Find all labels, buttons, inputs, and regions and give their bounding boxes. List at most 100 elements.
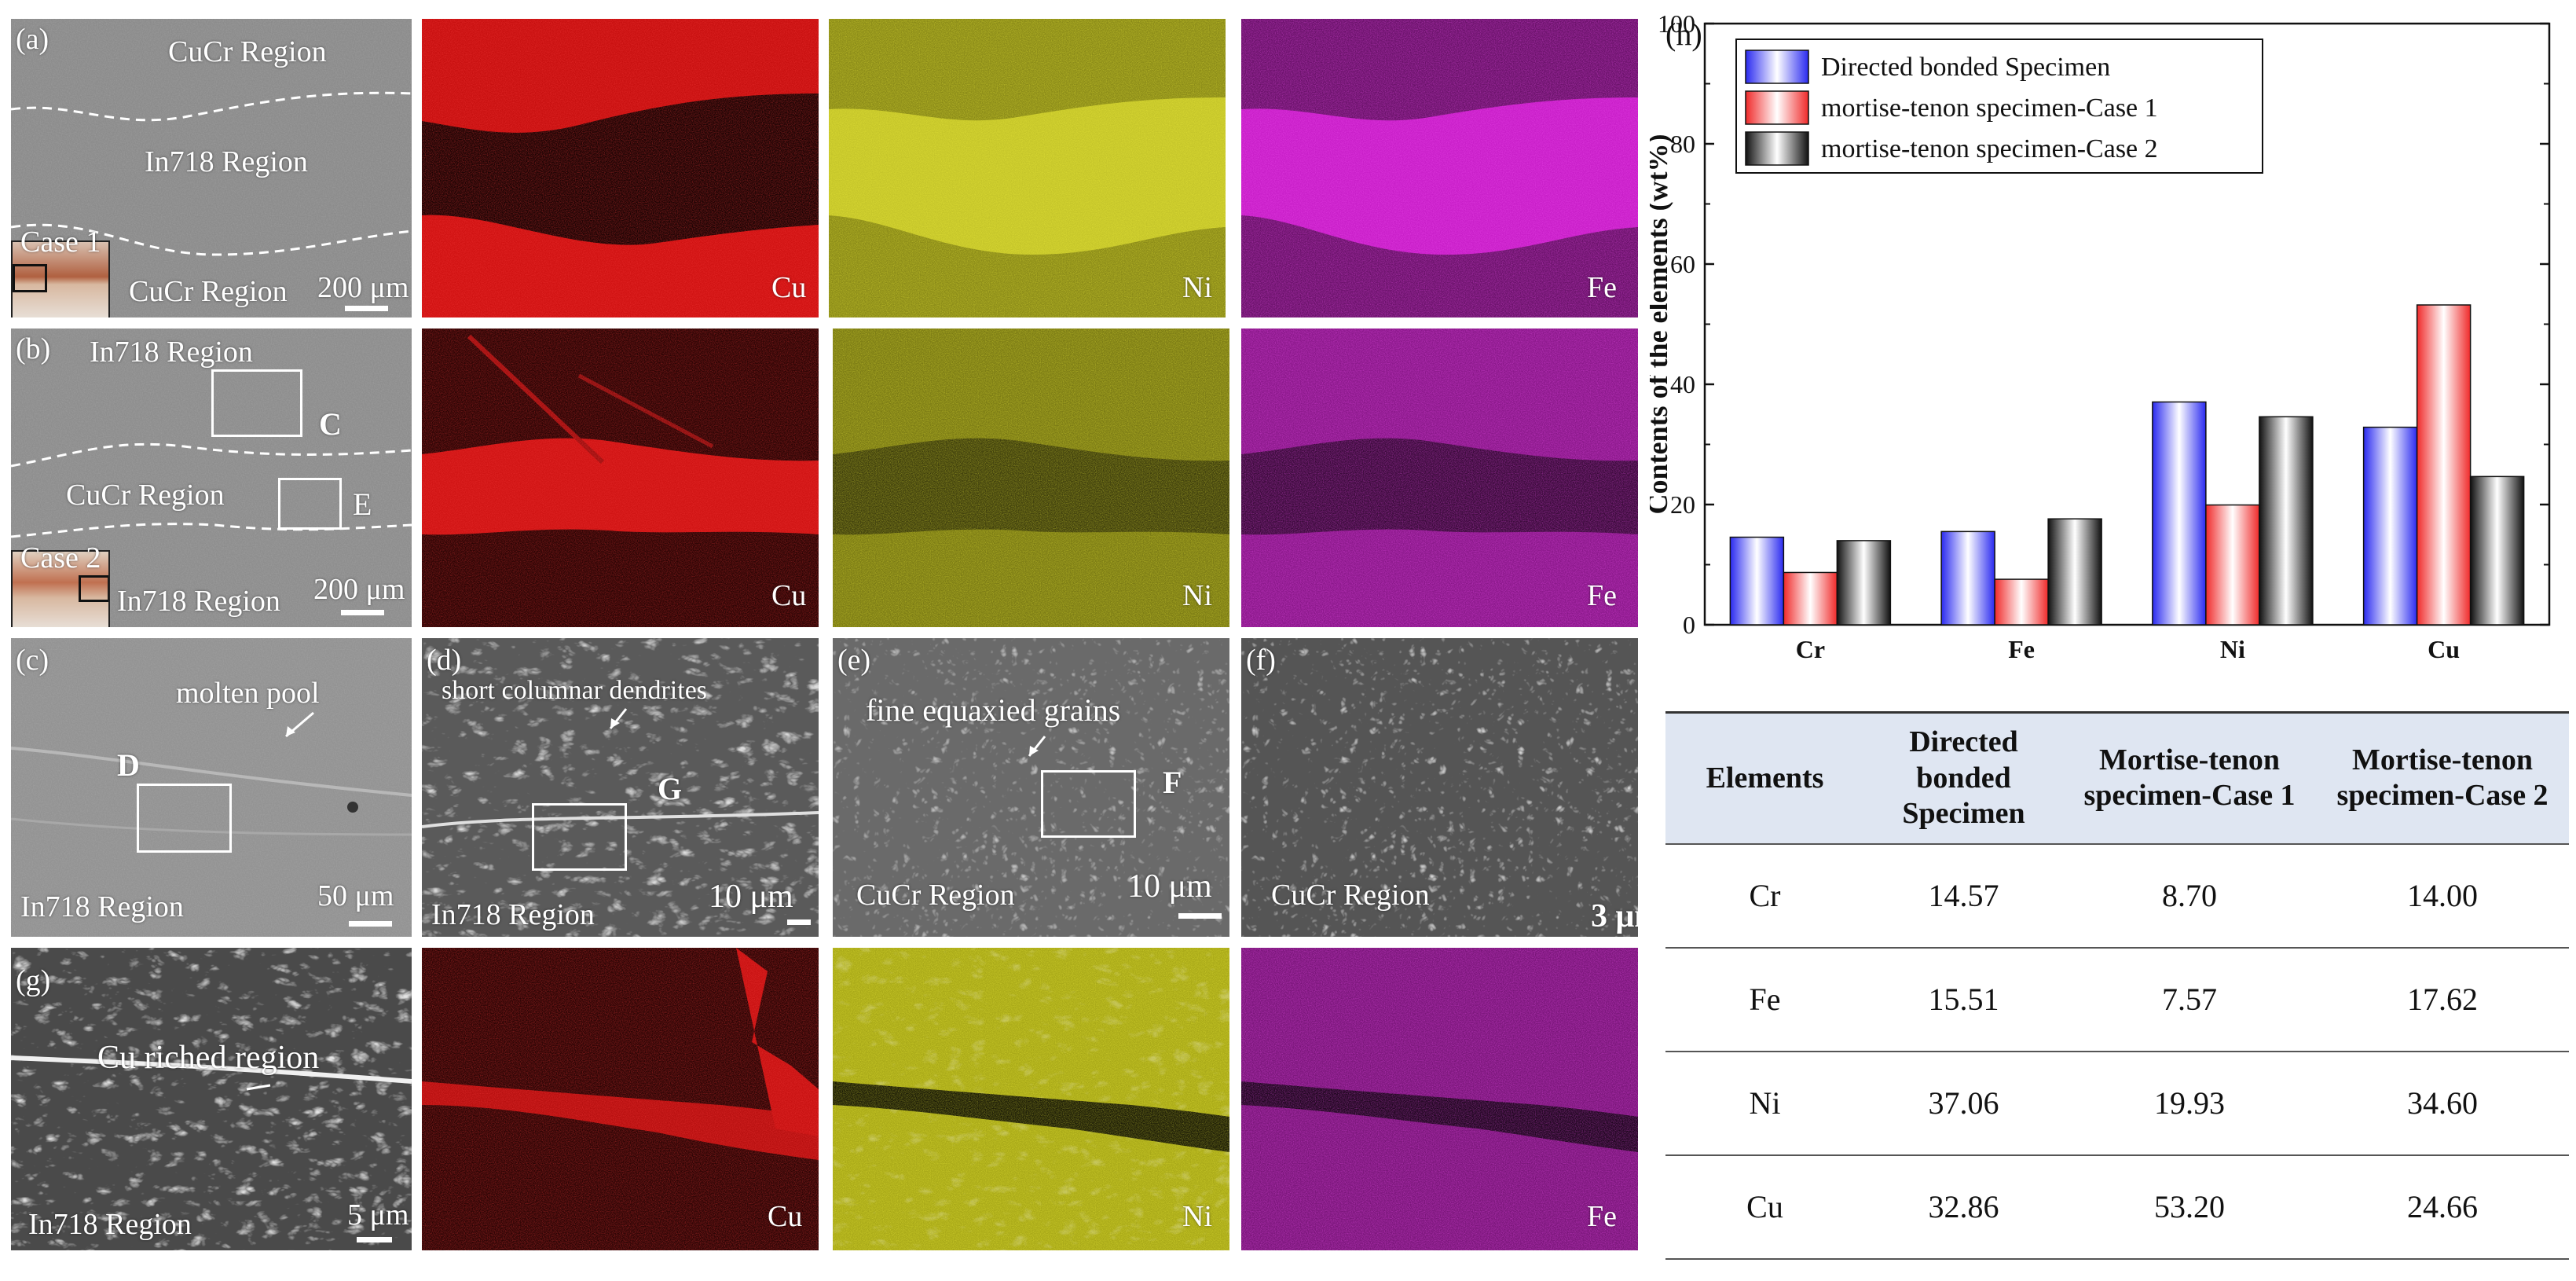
y-tick-label: 40 xyxy=(1670,370,1695,398)
bar xyxy=(1940,530,1995,626)
legend-label: Directed bonded Specimen xyxy=(1821,53,2110,82)
panel-label-e: (e) xyxy=(837,644,871,677)
eds-map-a-fe: Fe xyxy=(1241,19,1638,317)
region-label: In718 Region xyxy=(431,898,595,931)
bar xyxy=(2205,504,2260,626)
panel-label-g: (g) xyxy=(16,964,51,997)
bar xyxy=(1783,571,1838,626)
panel-label-d: (d) xyxy=(427,644,462,677)
element-label: Cu xyxy=(771,579,807,612)
scale-label: 200 μm xyxy=(317,271,409,304)
panel-label-a: (a) xyxy=(16,23,49,56)
region-box-g xyxy=(532,803,627,871)
table-header: Directed bonded Specimen xyxy=(1864,710,2063,845)
table-cell: 14.00 xyxy=(2316,843,2569,949)
table-cell: 37.06 xyxy=(1864,1051,2063,1156)
table-row: Fe 15.51 7.57 17.62 xyxy=(1665,947,2569,1052)
sem-panel-a: (a) CuCr Region In718 Region CuCr Region… xyxy=(11,19,412,317)
table-cell: 53.20 xyxy=(2063,1154,2316,1260)
table-row: Cu 32.86 53.20 24.66 xyxy=(1665,1154,2569,1260)
eds-texture xyxy=(422,329,819,627)
eds-map-g-fe: Fe xyxy=(1241,948,1638,1250)
table-cell: Ni xyxy=(1665,1051,1864,1156)
marker-g: G xyxy=(658,771,683,806)
table-cell: Cr xyxy=(1665,843,1864,949)
x-tick-label: Fe xyxy=(2008,635,2035,663)
eds-texture xyxy=(1241,19,1638,317)
element-label: Cu xyxy=(768,1200,803,1233)
legend-box xyxy=(1735,39,2263,174)
table-header: Mortise-tenon specimen-Case 2 xyxy=(2316,710,2569,845)
eds-map-b-cu: Cu xyxy=(422,329,819,627)
element-label: Fe xyxy=(1587,579,1617,612)
sem-texture xyxy=(11,948,412,1250)
bar xyxy=(2259,416,2314,626)
region-label: In718 Region xyxy=(20,890,184,923)
region-label-top: In718 Region xyxy=(90,336,253,369)
x-tick-label: Cu xyxy=(2428,635,2460,663)
scale-bar xyxy=(341,610,384,615)
panel-label-h: (h) xyxy=(1665,17,1702,52)
region-label-top: CuCr Region xyxy=(168,35,327,68)
element-label: Fe xyxy=(1587,271,1617,304)
table-row: Cr 14.57 8.70 14.00 xyxy=(1665,843,2569,949)
bar xyxy=(2469,475,2525,626)
y-tick-label: 80 xyxy=(1670,130,1695,158)
annotation-molten-pool: molten pool xyxy=(176,677,320,710)
scale-label: 200 μm xyxy=(313,573,405,606)
table-header: Elements xyxy=(1665,710,1864,845)
marker-e: E xyxy=(353,486,372,522)
bar xyxy=(1729,536,1785,626)
region-label-mid: CuCr Region xyxy=(66,479,225,512)
region-label: CuCr Region xyxy=(856,879,1015,912)
eds-texture xyxy=(1241,948,1638,1250)
region-box-f xyxy=(1041,770,1136,838)
scale-label: 10 μm xyxy=(1127,868,1212,905)
table-header-row: Elements Directed bonded Specimen Mortis… xyxy=(1665,710,2569,845)
bar xyxy=(1836,540,1892,626)
bar xyxy=(1994,578,2049,626)
sem-texture xyxy=(1241,638,1638,937)
table-cell: Cu xyxy=(1665,1154,1864,1260)
region-box-c xyxy=(211,369,302,437)
table-cell: 8.70 xyxy=(2063,843,2316,949)
table-cell: 24.66 xyxy=(2316,1154,2569,1260)
eds-texture xyxy=(833,948,1229,1250)
table-cell: 34.60 xyxy=(2316,1051,2569,1156)
region-label: In718 Region xyxy=(28,1208,192,1241)
table-row: Ni 37.06 19.93 34.60 xyxy=(1665,1051,2569,1156)
scale-label: 10 μm xyxy=(709,879,793,915)
region-label-mid: In718 Region xyxy=(145,145,308,178)
panel-label-c: (c) xyxy=(16,644,49,677)
x-tick-label: Ni xyxy=(2220,635,2245,663)
sem-texture xyxy=(422,638,819,937)
scale-label: 3 μm xyxy=(1591,898,1638,934)
sem-texture xyxy=(11,638,412,937)
sem-panel-b: (b) In718 Region CuCr Region In718 Regio… xyxy=(11,329,412,627)
marker-d: D xyxy=(117,747,140,783)
sem-panel-g: (g) Cu riched region In718 Region 5 μm xyxy=(11,948,412,1250)
eds-map-a-cu: Cu xyxy=(422,19,819,317)
region-box-d xyxy=(137,784,232,853)
y-tick-label: 100 xyxy=(1658,9,1695,38)
eds-texture xyxy=(422,19,819,317)
table-cell: 32.86 xyxy=(1864,1154,2063,1260)
annotation-grains: fine equaxied grains xyxy=(866,692,1121,728)
bar-chart: 0 20 40 60 80 100 Contents of the elements (wt… xyxy=(1650,9,2551,663)
bar xyxy=(2362,426,2418,626)
annotation-cu-rich: Cu riched region xyxy=(97,1040,320,1076)
bar xyxy=(2047,518,2102,626)
region-label: CuCr Region xyxy=(1271,879,1430,912)
bar xyxy=(2152,401,2207,626)
table-cell: 15.51 xyxy=(1864,947,2063,1052)
table-cell: 17.62 xyxy=(2316,947,2569,1052)
y-tick-label: 20 xyxy=(1670,490,1695,519)
element-label: Ni xyxy=(1182,1200,1212,1233)
sem-texture xyxy=(833,638,1229,937)
region-label-bottom: In718 Region xyxy=(117,585,280,618)
element-label: Ni xyxy=(1182,579,1212,612)
x-tick-label: Cr xyxy=(1796,635,1825,663)
table-cell: 19.93 xyxy=(2063,1051,2316,1156)
eds-map-b-fe: Fe xyxy=(1241,329,1638,627)
composition-table: Elements Directed bonded Specimen Mortis… xyxy=(1665,710,2569,1260)
